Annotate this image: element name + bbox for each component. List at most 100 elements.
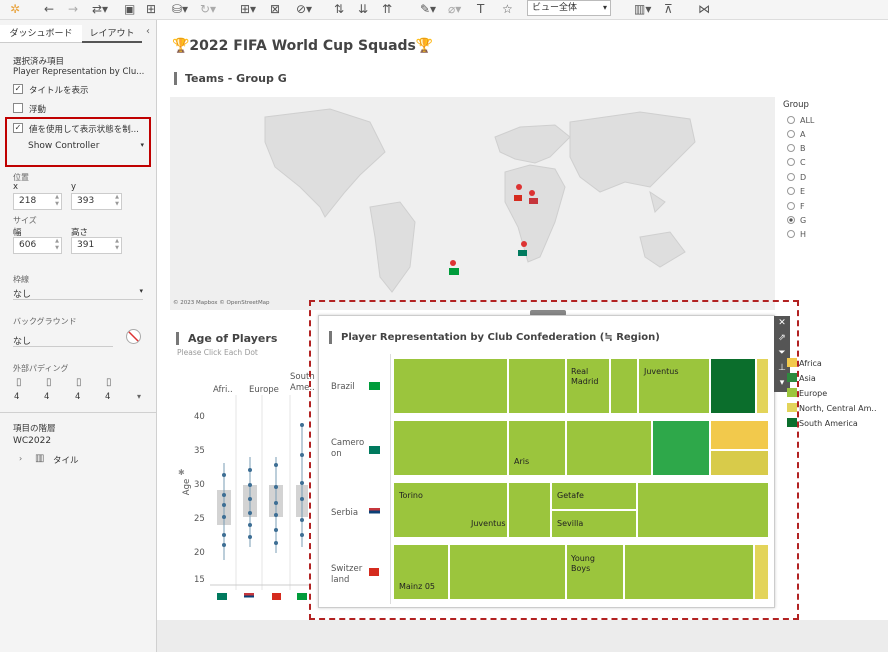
pad-bottom[interactable]: 4 [105,392,111,402]
pad-right[interactable]: 4 [75,392,81,402]
treemap-cell[interactable] [638,358,710,414]
go-to-sheet-icon[interactable]: ⇗ [778,333,786,343]
age-boxplots[interactable] [210,395,310,590]
view-select[interactable]: ビュー全体 ▾ [527,0,611,16]
group-option-g[interactable]: G [787,216,806,225]
treemap-cell[interactable] [710,450,769,476]
spinner-icon[interactable]: ▲ ▼ [115,238,119,251]
drag-handle[interactable] [530,310,566,316]
chevron-down-icon[interactable]: ▾ [137,392,142,401]
age-tick: 25 [194,514,205,524]
more-options-icon[interactable]: ▾ [779,378,785,388]
clear-icon[interactable]: ⊘▾ [296,2,313,16]
treemap-cell[interactable] [754,544,769,600]
background-dropdown[interactable]: なし [13,334,113,347]
treemap-cell[interactable] [393,482,508,538]
save-icon[interactable]: ▣ [124,2,136,16]
show-title-checkbox[interactable]: ✓ [13,84,23,94]
treemap-cell[interactable] [508,358,566,414]
border-dropdown[interactable]: なし ▾ [13,287,143,300]
map-attribution: © 2023 Mapbox © OpenStreetMap [173,300,270,306]
show-hide-checkbox[interactable]: ✓ [13,123,23,133]
x-input[interactable]: 218 ▲ ▼ [13,193,62,210]
treemap-cell[interactable] [551,510,637,538]
highlight-icon[interactable]: ✎▾ [420,2,437,16]
datasource-icon[interactable]: ⛁▾ [172,2,189,16]
hierarchy-tile[interactable]: タイル [53,456,79,466]
treemap-cell[interactable] [610,358,638,414]
treemap-cell[interactable] [637,482,769,538]
pad-left[interactable]: 4 [14,392,20,402]
hierarchy-root[interactable]: WC2022 [13,436,52,446]
share-icon[interactable]: ⋈ [698,2,710,16]
treemap-cell[interactable] [624,544,754,600]
treemap-cell[interactable] [508,420,566,476]
group-option-all[interactable]: ALL [787,116,814,125]
treemap-panel[interactable]: Player Representation by Club Confederat… [318,315,775,608]
refresh-icon[interactable]: ↻▾ [200,2,217,16]
show-cards-icon[interactable]: ▥▾ [634,2,652,16]
world-map[interactable]: © 2023 Mapbox © OpenStreetMap [170,97,775,310]
group-option-e[interactable]: E [787,187,805,196]
floating-checkbox[interactable] [13,103,23,113]
pin-icon[interactable]: ☆ [502,2,513,16]
legend-label: Europe [799,389,828,398]
presentation-icon[interactable]: ⊼ [664,2,673,16]
treemap-cell[interactable] [551,482,637,510]
treemap-cell[interactable] [566,358,610,414]
treemap-cell[interactable] [393,358,508,414]
treemap-cell[interactable] [710,358,756,414]
treemap-cell[interactable] [566,420,652,476]
legend-asia[interactable]: Asia [787,373,816,383]
new-worksheet-icon[interactable]: ⊞▾ [240,2,257,16]
swap-icon[interactable]: ⇅ [334,2,345,16]
pin-icon[interactable]: ⊥ [778,363,786,373]
color-picker-icon[interactable] [126,329,141,344]
tab-dashboard[interactable]: ダッシュボード [0,25,82,43]
map-marker-brazil [450,260,456,266]
undo-icon[interactable]: ← [44,2,55,16]
spinner-icon[interactable]: ▲ ▼ [55,238,59,251]
group-option-a[interactable]: A [787,130,805,139]
treemap-cell[interactable] [756,358,769,414]
w-input[interactable]: 606 ▲ ▼ [13,237,62,254]
new-datasource-icon[interactable]: ⊞ [146,2,157,16]
sort-desc-icon[interactable]: ⇈ [382,2,393,16]
pad-top[interactable]: 4 [44,392,50,402]
treemap-cell[interactable] [652,420,710,476]
spinner-icon[interactable]: ▲ ▼ [55,194,59,207]
duplicate-icon[interactable]: ⊠ [270,2,281,16]
expand-icon[interactable]: › [19,454,23,463]
treemap-cell[interactable] [508,482,551,538]
treemap-cell[interactable] [393,544,449,600]
show-controller-dropdown[interactable]: Show Controller ▾ [28,141,144,155]
spinner-icon[interactable]: ▲ ▼ [115,194,119,207]
filter-icon[interactable]: ⏷ [778,348,786,358]
tab-layout[interactable]: レイアウト [82,25,142,43]
legend-north-america[interactable]: North, Central Am.. [787,403,876,413]
group-icon[interactable]: ⌀▾ [448,2,462,16]
group-option-b[interactable]: B [787,144,806,153]
legend-south-america[interactable]: South America [787,418,858,428]
treemap-cell[interactable] [449,544,566,600]
legend-africa[interactable]: Africa [787,358,822,368]
flag-brazil-icon [369,382,380,390]
close-icon[interactable]: ✕ [778,318,786,328]
group-option-f[interactable]: F [787,202,805,211]
h-input[interactable]: 391 ▲ ▼ [71,237,122,254]
group-option-d[interactable]: D [787,173,806,182]
age-axis-label: Age [182,478,193,496]
treemap-cell[interactable] [566,544,624,600]
y-input[interactable]: 393 ▲ ▼ [71,193,122,210]
treemap-cell[interactable] [393,420,508,476]
sort-asc-icon[interactable]: ⇊ [358,2,369,16]
legend-europe[interactable]: Europe [787,388,827,398]
redo-icon[interactable]: → [68,2,79,16]
group-option-h[interactable]: H [787,230,806,239]
replay-icon[interactable]: ⇄▾ [92,2,109,16]
collapse-icon[interactable]: ‹ [146,26,150,37]
radio-icon [787,130,795,138]
group-option-c[interactable]: C [787,158,806,167]
treemap-cell[interactable] [710,420,769,450]
show-labels-icon[interactable]: T [477,2,485,16]
